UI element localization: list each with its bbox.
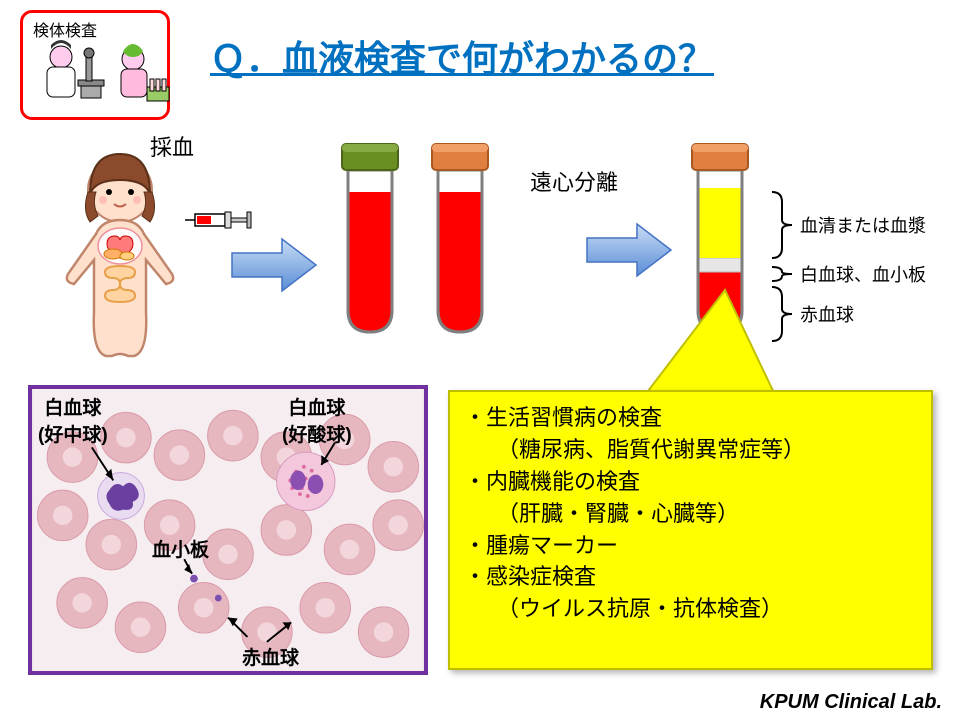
info-item-sub: （ウイルス抗原・抗体検査）: [464, 593, 917, 625]
badge-specimen-test: 検体検査: [20, 10, 170, 120]
micro-label-neutrophil: 白血球 (好中球): [38, 393, 108, 447]
micro-label-rbc: 赤血球: [242, 643, 299, 670]
badge-illustration: [23, 35, 173, 113]
info-item-main: ・腫瘍マーカー: [464, 533, 618, 558]
info-item: ・内臓機能の検査 （肝臓・腎臓・心臓等）: [464, 466, 917, 530]
info-item-sub: （肝臓・腎臓・心臓等）: [464, 498, 917, 530]
micro-label-eosinophil: 白血球 (好酸球): [282, 393, 352, 447]
tube-separated: [680, 130, 760, 360]
info-item-main: ・感染症検査: [464, 564, 596, 589]
microscopy-image: 白血球 (好中球) 白血球 (好酸球) 血小板 赤血球: [28, 385, 428, 675]
bracket-buffy: [770, 265, 794, 283]
arrow-to-tubes: [230, 235, 320, 295]
micro-label-platelet: 血小板: [152, 535, 209, 562]
bracket-rbc: [770, 285, 794, 343]
tube-whole-blood-green: [330, 130, 410, 360]
illustration-syringe: [185, 200, 255, 240]
info-box: ・生活習慣病の検査 （糖尿病、脂質代謝異常症等） ・内臓機能の検査 （肝臓・腎臓・心臓…: [448, 390, 933, 670]
tube-whole-blood-orange: [420, 130, 500, 360]
bracket-plasma: [770, 190, 794, 260]
illustration-girl-body: [35, 150, 205, 370]
label-buffy: 白血球、血小板: [800, 261, 926, 287]
info-list: ・生活習慣病の検査 （糖尿病、脂質代謝異常症等） ・内臓機能の検査 （肝臓・腎臓・心臓…: [464, 402, 917, 625]
footer-credit: KPUM Clinical Lab.: [760, 691, 942, 714]
info-item: ・感染症検査 （ウイルス抗原・抗体検査）: [464, 561, 917, 625]
info-item-main: ・生活習慣病の検査: [464, 405, 662, 430]
info-item: ・生活習慣病の検査 （糖尿病、脂質代謝異常症等）: [464, 402, 917, 466]
label-rbc: 赤血球: [800, 301, 854, 327]
page-title: Ｑ．血液検査で何がわかるの？: [210, 30, 714, 82]
label-plasma: 血清または血漿: [800, 212, 926, 238]
arrow-to-separated: [585, 220, 675, 280]
label-centrifuge: 遠心分離: [530, 165, 618, 197]
info-item-main: ・内臓機能の検査: [464, 469, 640, 494]
info-item-sub: （糖尿病、脂質代謝異常症等）: [464, 434, 917, 466]
info-item: ・腫瘍マーカー: [464, 530, 917, 562]
